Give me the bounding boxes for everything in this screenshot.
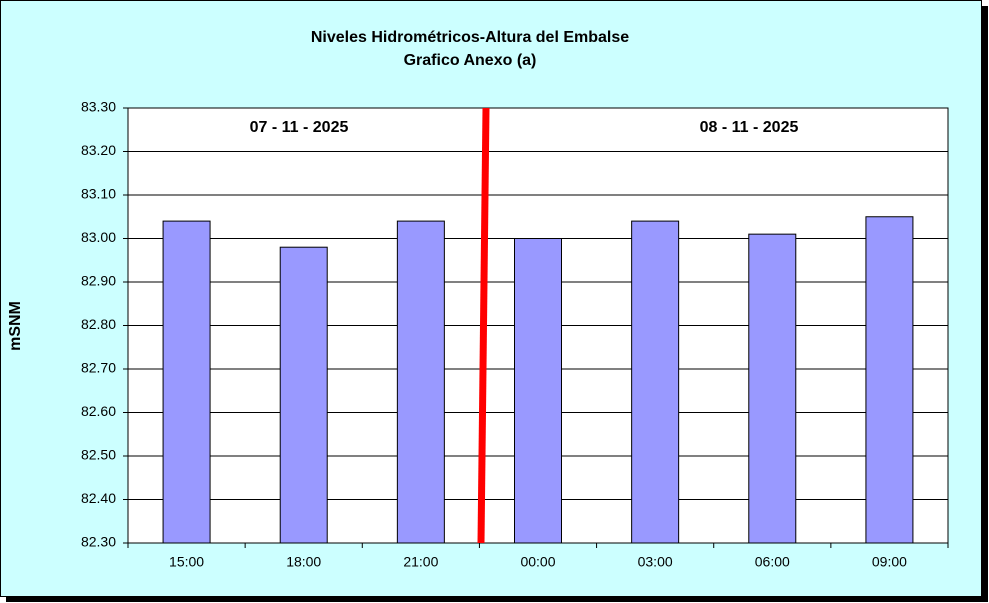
x-tick-label: 15:00 bbox=[169, 554, 204, 570]
bar bbox=[279, 246, 328, 544]
y-tick-label: 82.50 bbox=[81, 447, 116, 463]
y-tick-label: 82.40 bbox=[81, 490, 116, 506]
bar bbox=[396, 220, 445, 544]
bar bbox=[748, 233, 797, 544]
bar bbox=[631, 220, 680, 544]
y-tick-label: 82.30 bbox=[81, 534, 116, 550]
bar bbox=[514, 238, 562, 544]
date-annotation: 08 - 11 - 2025 bbox=[700, 119, 799, 136]
x-tick-label: 06:00 bbox=[755, 554, 790, 570]
y-tick-label: 83.30 bbox=[81, 99, 116, 115]
bar bbox=[162, 220, 211, 544]
date-annotation: 07 - 11 - 2025 bbox=[250, 119, 349, 136]
bar bbox=[865, 216, 914, 544]
y-tick-label: 82.90 bbox=[81, 273, 116, 289]
date-divider bbox=[477, 107, 490, 544]
x-tick-label: 09:00 bbox=[872, 554, 907, 570]
y-tick-label: 83.20 bbox=[81, 142, 116, 158]
y-tick-label: 82.80 bbox=[81, 316, 116, 332]
y-tick-label: 83.10 bbox=[81, 186, 116, 202]
x-tick-label: 18:00 bbox=[286, 554, 321, 570]
x-tick-label: 00:00 bbox=[520, 554, 555, 570]
chart-title: Niveles Hidrométricos-Altura del Embalse bbox=[311, 29, 629, 46]
x-tick-label: 21:00 bbox=[403, 554, 438, 570]
y-tick-label: 83.00 bbox=[81, 229, 116, 245]
y-axis-label: mSNM bbox=[7, 301, 24, 351]
y-tick-label: 82.70 bbox=[81, 360, 116, 376]
chart-subtitle: Grafico Anexo (a) bbox=[404, 52, 537, 69]
x-tick-label: 03:00 bbox=[638, 554, 673, 570]
y-tick-label: 82.60 bbox=[81, 403, 116, 419]
